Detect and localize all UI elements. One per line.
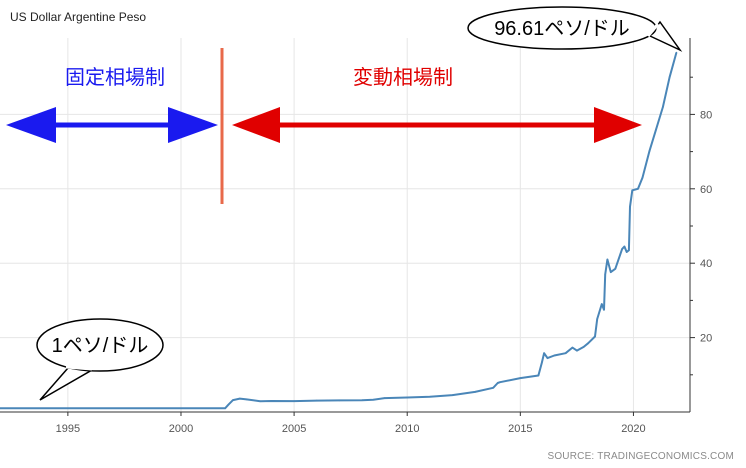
source-note: SOURCE: TRADINGECONOMICS.COM xyxy=(547,451,734,462)
x-tick-label: 1995 xyxy=(56,423,80,435)
data-point xyxy=(571,346,574,349)
data-point xyxy=(596,318,598,320)
data-point xyxy=(372,398,375,401)
data-point xyxy=(628,249,630,251)
x-axis-ticks: 1995 2000 2005 2010 2015 2020 xyxy=(56,412,646,435)
gridlines xyxy=(0,38,690,412)
data-point xyxy=(668,76,671,78)
data-point xyxy=(604,273,606,276)
data-point xyxy=(629,205,631,208)
data-point xyxy=(606,258,609,261)
data-point xyxy=(519,377,522,379)
start-value-callout: 1ペソ/ドル xyxy=(36,318,164,401)
data-point xyxy=(492,387,495,389)
end-value-text: 96.61ペソ/ドル xyxy=(494,18,630,40)
y-tick-label: 80 xyxy=(700,109,712,121)
fixed-regime-arrow xyxy=(6,107,218,143)
data-point xyxy=(383,397,386,399)
data-point xyxy=(451,394,454,396)
floating-regime-arrow xyxy=(232,107,642,143)
data-point xyxy=(582,346,585,348)
data-point xyxy=(594,335,596,338)
data-point xyxy=(675,51,678,54)
data-point xyxy=(227,403,230,406)
data-point xyxy=(232,399,234,401)
data-point xyxy=(587,342,589,345)
data-point xyxy=(610,271,612,273)
fixed-regime-label: 固定相場制 xyxy=(65,66,165,89)
end-value-callout: 96.61ペソ/ドル xyxy=(467,6,683,52)
data-point xyxy=(625,251,628,253)
axes xyxy=(0,38,691,413)
data-point xyxy=(648,150,651,153)
data-point xyxy=(361,399,363,402)
data-point xyxy=(546,357,549,359)
data-point xyxy=(621,248,623,250)
y-tick-label: 40 xyxy=(700,258,712,270)
data-point xyxy=(564,352,567,355)
data-point xyxy=(245,398,248,401)
data-point xyxy=(541,362,543,364)
start-value-text: 1ペソ/ドル xyxy=(52,335,149,357)
data-point xyxy=(601,303,603,305)
data-point xyxy=(603,308,605,311)
data-point xyxy=(429,395,431,398)
data-point xyxy=(537,374,540,377)
y-tick-label: 60 xyxy=(700,184,712,196)
data-point xyxy=(576,349,578,352)
data-point xyxy=(543,352,545,355)
series-group xyxy=(0,51,678,410)
y-tick-label: 20 xyxy=(700,333,712,345)
x-tick-label: 2015 xyxy=(508,423,532,435)
data-point xyxy=(641,176,644,179)
y-axis-ticks: 20 40 60 80 xyxy=(690,76,712,376)
data-point xyxy=(0,407,1,410)
data-point xyxy=(224,407,226,410)
data-point xyxy=(293,400,295,402)
data-point xyxy=(239,397,241,400)
data-point xyxy=(406,396,409,399)
data-point xyxy=(338,399,341,402)
data-point xyxy=(496,382,499,384)
data-point xyxy=(259,400,262,403)
data-point xyxy=(637,188,639,190)
data-point xyxy=(499,381,501,384)
data-point xyxy=(631,189,634,192)
data-point xyxy=(553,354,556,357)
data-point xyxy=(614,268,617,270)
floating-regime-label: 変動相場制 xyxy=(353,66,453,89)
chart-title: US Dollar Argentine Peso xyxy=(10,10,147,24)
x-tick-label: 2010 xyxy=(395,423,419,435)
x-tick-label: 2020 xyxy=(621,423,645,435)
x-tick-label: 2000 xyxy=(169,423,193,435)
data-point xyxy=(655,128,657,131)
data-point xyxy=(623,245,626,248)
x-tick-label: 2005 xyxy=(282,423,306,435)
data-point xyxy=(474,391,476,393)
data-point xyxy=(662,106,664,108)
data-point xyxy=(270,400,273,402)
data-point xyxy=(315,399,318,402)
